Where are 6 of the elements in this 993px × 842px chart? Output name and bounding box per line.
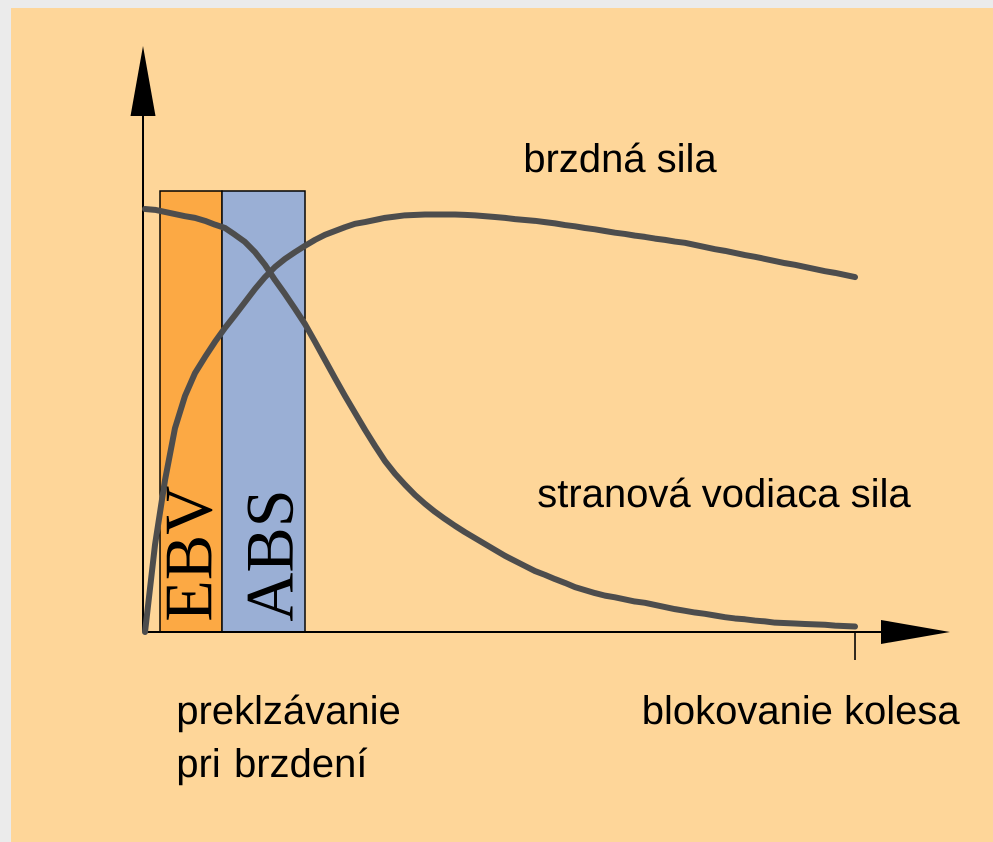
series-label: stranová vodiaca sila — [538, 478, 911, 508]
x-axis-title: preklzávanie pri brzdení — [178, 694, 400, 786]
annotation: ABS — [247, 494, 294, 622]
series-label: brzdná sila — [526, 142, 717, 172]
annotation: EBV — [166, 486, 212, 620]
text: blokovanie kolesa — [644, 695, 960, 724]
